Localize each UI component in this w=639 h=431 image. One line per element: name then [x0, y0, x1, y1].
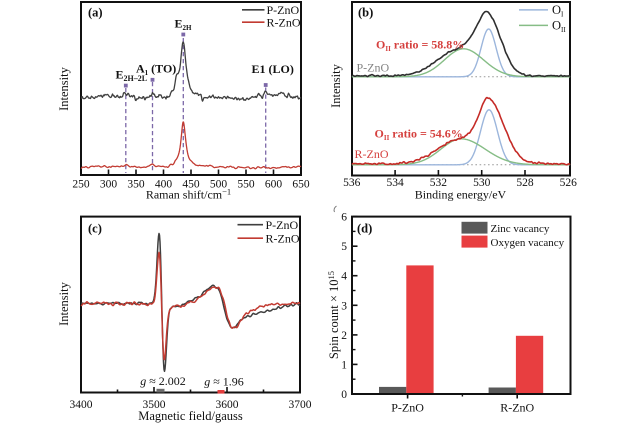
- svg-text:R-ZnO: R-ZnO: [266, 231, 300, 245]
- svg-text:526: 526: [560, 177, 578, 189]
- svg-text:650: 650: [292, 179, 310, 191]
- svg-text:Binding energy/eV: Binding energy/eV: [415, 188, 507, 202]
- svg-text:530: 530: [473, 177, 491, 189]
- svg-text:R-ZnO: R-ZnO: [500, 401, 534, 415]
- svg-text:g ≈ 2.002: g ≈ 2.002: [140, 374, 186, 388]
- svg-text:3400: 3400: [70, 399, 93, 411]
- svg-text:534: 534: [386, 177, 404, 189]
- svg-text:600: 600: [265, 179, 283, 191]
- svg-text:0: 0: [341, 389, 347, 401]
- svg-text:OII ratio = 58.8%: OII ratio = 58.8%: [376, 38, 464, 54]
- svg-text:g ≈ 1.96: g ≈ 1.96: [204, 374, 244, 388]
- svg-text:400: 400: [155, 179, 173, 191]
- svg-text:OI: OI: [552, 3, 564, 19]
- svg-text:250: 250: [72, 179, 90, 191]
- svg-text:P-ZnO: P-ZnO: [357, 60, 390, 74]
- svg-text:2: 2: [341, 330, 347, 342]
- svg-text:R-ZnO: R-ZnO: [267, 15, 301, 29]
- svg-text:Intensity: Intensity: [57, 281, 71, 325]
- svg-text:3500: 3500: [143, 399, 166, 411]
- svg-text:3600: 3600: [216, 399, 239, 411]
- svg-text:3: 3: [341, 300, 347, 312]
- svg-text:Magnetic field/gauss: Magnetic field/gauss: [138, 409, 243, 423]
- svg-text:450: 450: [182, 179, 200, 191]
- svg-text:Spin count × 1015: Spin count × 1015: [326, 271, 341, 359]
- svg-text:Intensity: Intensity: [329, 63, 343, 107]
- svg-text:550: 550: [237, 179, 255, 191]
- svg-text:Intensity: Intensity: [57, 66, 71, 110]
- svg-text:Zinc vacancy: Zinc vacancy: [491, 223, 550, 235]
- svg-text:P-ZnO: P-ZnO: [267, 3, 300, 17]
- svg-text:Oxygen vacancy: Oxygen vacancy: [491, 237, 565, 249]
- svg-text:350: 350: [127, 179, 145, 191]
- svg-text:E1 (LO): E1 (LO): [252, 62, 294, 76]
- svg-text:5: 5: [341, 241, 347, 253]
- svg-text:(d): (d): [357, 222, 372, 236]
- svg-text:1: 1: [341, 359, 347, 371]
- svg-text:300: 300: [100, 179, 118, 191]
- svg-text:(b): (b): [358, 6, 373, 20]
- svg-text:P-ZnO: P-ZnO: [266, 218, 299, 232]
- svg-text:R-ZnO: R-ZnO: [355, 147, 389, 161]
- svg-text:500: 500: [210, 179, 228, 191]
- svg-text:P-ZnO: P-ZnO: [391, 401, 424, 415]
- svg-text:3700: 3700: [289, 399, 312, 411]
- svg-text:536: 536: [343, 177, 361, 189]
- svg-text:OII ratio = 54.6%: OII ratio = 54.6%: [375, 127, 463, 143]
- svg-text:(c): (c): [88, 222, 102, 236]
- svg-text:Raman shift/cm−1: Raman shift/cm−1: [146, 187, 231, 202]
- svg-text:A1 (TO): A1 (TO): [136, 62, 176, 78]
- svg-text:(a): (a): [88, 6, 103, 20]
- svg-text:4: 4: [341, 271, 347, 283]
- svg-text:528: 528: [516, 177, 534, 189]
- svg-text:6: 6: [341, 212, 347, 224]
- svg-text:532: 532: [430, 177, 448, 189]
